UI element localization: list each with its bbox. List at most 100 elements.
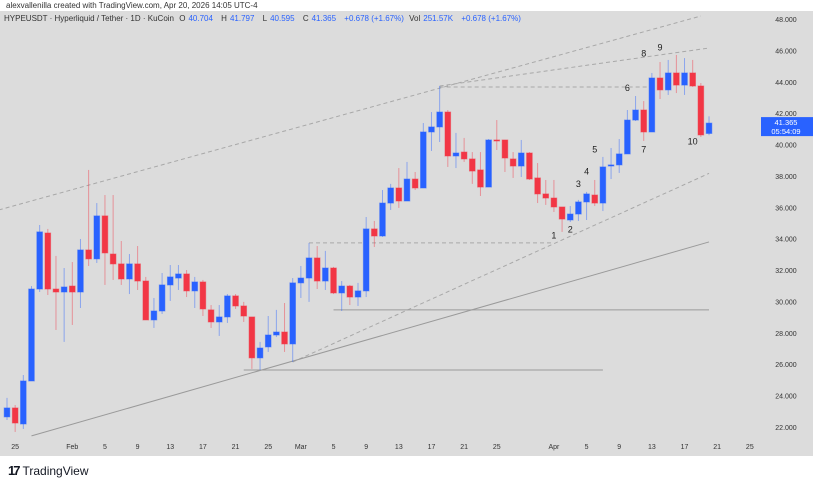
wave-label: 9 (658, 42, 663, 52)
trend-line (439, 47, 710, 87)
open-number: 40.704 (188, 14, 213, 23)
price-tick-label: 34.000 (775, 237, 797, 244)
candle-down (281, 331, 288, 345)
candlestick-chart[interactable]: 1 2 34 5 6 7 8 9 10 48.000 46.000 44.000 42.000 40.00… (0, 11, 813, 456)
symbol-legend: HYPEUSDT · Hyperliquid / Tether · 1D · K… (4, 14, 524, 26)
candle-down (534, 177, 541, 195)
candle-up (624, 119, 631, 155)
candle-down (142, 280, 150, 321)
wave-label: 2 (568, 224, 573, 234)
candle-down (85, 249, 92, 260)
wave-label: 5 (592, 144, 597, 154)
candle-down (501, 139, 509, 159)
candle-down (689, 72, 696, 87)
candle-up (36, 231, 43, 290)
time-tick-label: 5 (332, 444, 336, 451)
time-tick-label: 13 (648, 444, 656, 451)
trend-line (0, 15, 701, 211)
time-tick-label: 25 (746, 444, 754, 451)
candle-down (346, 285, 354, 298)
candle-up (256, 347, 264, 359)
candle-up (681, 72, 688, 86)
candle-down (477, 169, 484, 188)
candle-up (3, 407, 11, 418)
candle-up (175, 273, 182, 279)
candle-down (44, 232, 52, 290)
price-tick-label: 24.000 (775, 394, 797, 401)
candle-down (526, 152, 533, 180)
wave-label: 3 (576, 179, 581, 189)
candle-up (126, 263, 133, 280)
symbol-info[interactable]: HYPEUSDT · Hyperliquid / Tether · 1D · K… (4, 14, 174, 23)
candle-up (191, 281, 199, 292)
candle-up (436, 111, 443, 128)
candle-up (615, 153, 623, 166)
candle-up (93, 215, 101, 260)
candle-up (273, 331, 280, 336)
brand-name: TradingView (22, 463, 89, 478)
candle-down (69, 285, 76, 293)
time-tick-label: 25 (493, 444, 501, 451)
candle-down (673, 72, 680, 86)
trend-line (31, 241, 710, 437)
candle-down (509, 158, 517, 167)
candle-down (411, 178, 419, 189)
chart-credit: alexvallenilla created with TradingView.… (6, 1, 258, 10)
time-tick-label: 13 (166, 444, 174, 451)
close-value: C 41.365 (303, 14, 339, 23)
candle-up (166, 276, 174, 286)
high-number: 41.797 (229, 14, 255, 23)
candle-down (248, 316, 256, 359)
time-tick-label: 21 (713, 444, 721, 451)
price-tick-label: 22.000 (775, 425, 797, 432)
candle-up (305, 257, 313, 279)
high-value: H 41.797 (221, 14, 257, 23)
candle-up (215, 316, 223, 323)
price-tick-label: 36.000 (775, 205, 797, 212)
candle-down (493, 139, 501, 142)
time-tick-label: 5 (103, 444, 107, 451)
candle-up (705, 122, 713, 134)
tradingview-logo[interactable]: 17 TradingView (8, 463, 89, 478)
candle-down (52, 288, 60, 293)
candle-up (485, 139, 492, 188)
price-tick-label: 28.000 (775, 331, 797, 338)
candle-up (150, 310, 158, 321)
candle-down (330, 267, 337, 294)
candle-up (60, 286, 68, 293)
candle-down (101, 215, 109, 254)
candle-down (117, 263, 125, 280)
wave-label: 4 (584, 166, 589, 176)
candle-up (632, 109, 639, 121)
time-tick-label: 9 (617, 444, 621, 451)
price-tick-label: 44.000 (775, 80, 797, 87)
candle-up (452, 152, 460, 157)
volume-label: Vol (409, 14, 421, 23)
candle-up (517, 152, 525, 167)
close-label: C (302, 14, 309, 23)
time-tick-label: 25 (11, 444, 19, 451)
time-tick-label: 5 (585, 444, 589, 451)
candle-down (313, 257, 321, 282)
candle-up (664, 72, 672, 91)
candle-up (403, 178, 411, 202)
candle-up (354, 290, 362, 298)
candle-down (444, 111, 452, 157)
time-tick-label: 25 (264, 444, 272, 451)
candle-up (575, 201, 582, 215)
candle-up (297, 277, 305, 284)
candle-up (158, 284, 166, 312)
wave-label: 1 (551, 231, 556, 241)
candle-down (371, 228, 378, 237)
candle-down (240, 305, 248, 317)
candle-up (428, 126, 435, 133)
candle-up (28, 288, 35, 382)
candle-down (232, 295, 239, 307)
open-label: O (179, 14, 186, 23)
chart-area[interactable]: 1 2 3 4 5 6 7 8 9 10 48.000 46.000 44.000 42.000 40.00… (0, 11, 813, 456)
low-value: L 40.595 (263, 14, 298, 23)
candle-up (322, 267, 329, 282)
time-tick-label: 9 (136, 444, 140, 451)
candle-up (362, 228, 370, 292)
candle-down (183, 273, 190, 292)
